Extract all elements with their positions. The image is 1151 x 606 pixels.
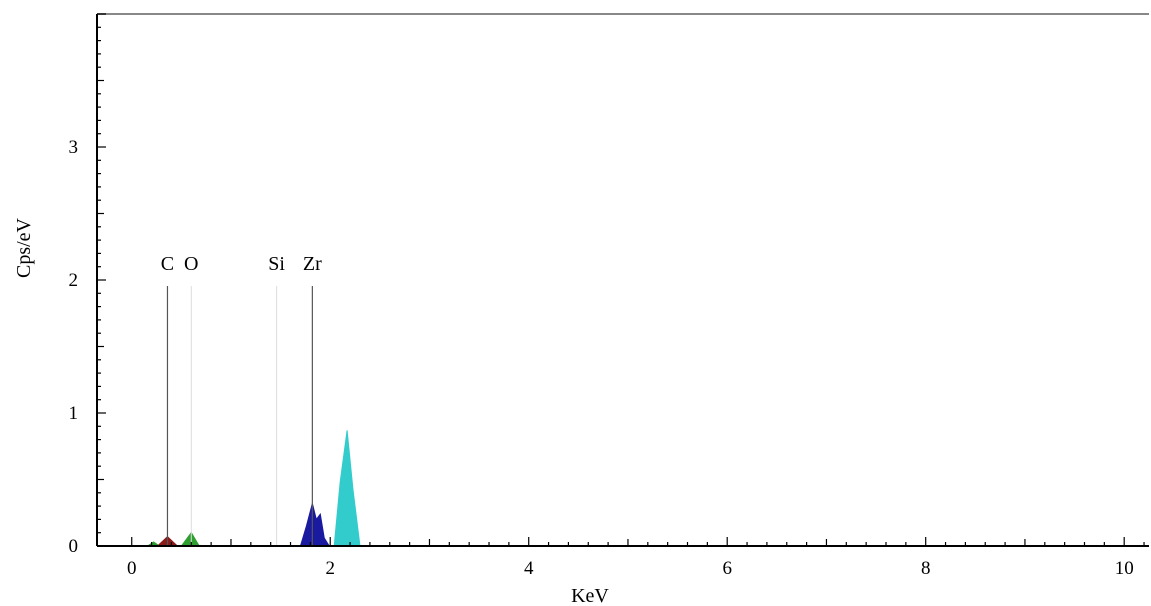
x-tick-label: 2 xyxy=(325,558,335,579)
axis-layer: 0 1 2 3 0 2 4 6 8 10 xyxy=(69,13,1149,579)
x-axis-title: KeV xyxy=(571,585,609,606)
x-tick-label: 8 xyxy=(921,558,931,579)
peak-si xyxy=(299,503,331,547)
element-label-si: Si xyxy=(268,253,285,275)
peak-zr xyxy=(333,430,361,547)
series-layer xyxy=(145,430,361,547)
element-label-zr: Zr xyxy=(303,253,322,275)
x-tick-label: 10 xyxy=(1115,558,1134,579)
element-label-c: C xyxy=(161,253,174,275)
y-tick-label: 3 xyxy=(69,137,79,158)
element-label-o: O xyxy=(184,253,198,275)
x-tick-label: 6 xyxy=(722,558,732,579)
y-tick-label: 0 xyxy=(69,536,79,557)
x-tick-label: 0 xyxy=(127,558,137,579)
x-tick-label: 4 xyxy=(524,558,534,579)
y-tick-label: 2 xyxy=(69,270,79,291)
y-axis-title: Cps/eV xyxy=(13,217,35,278)
y-tick-label: 1 xyxy=(69,403,79,424)
element-marker-layer: C O Si Zr xyxy=(161,253,322,546)
